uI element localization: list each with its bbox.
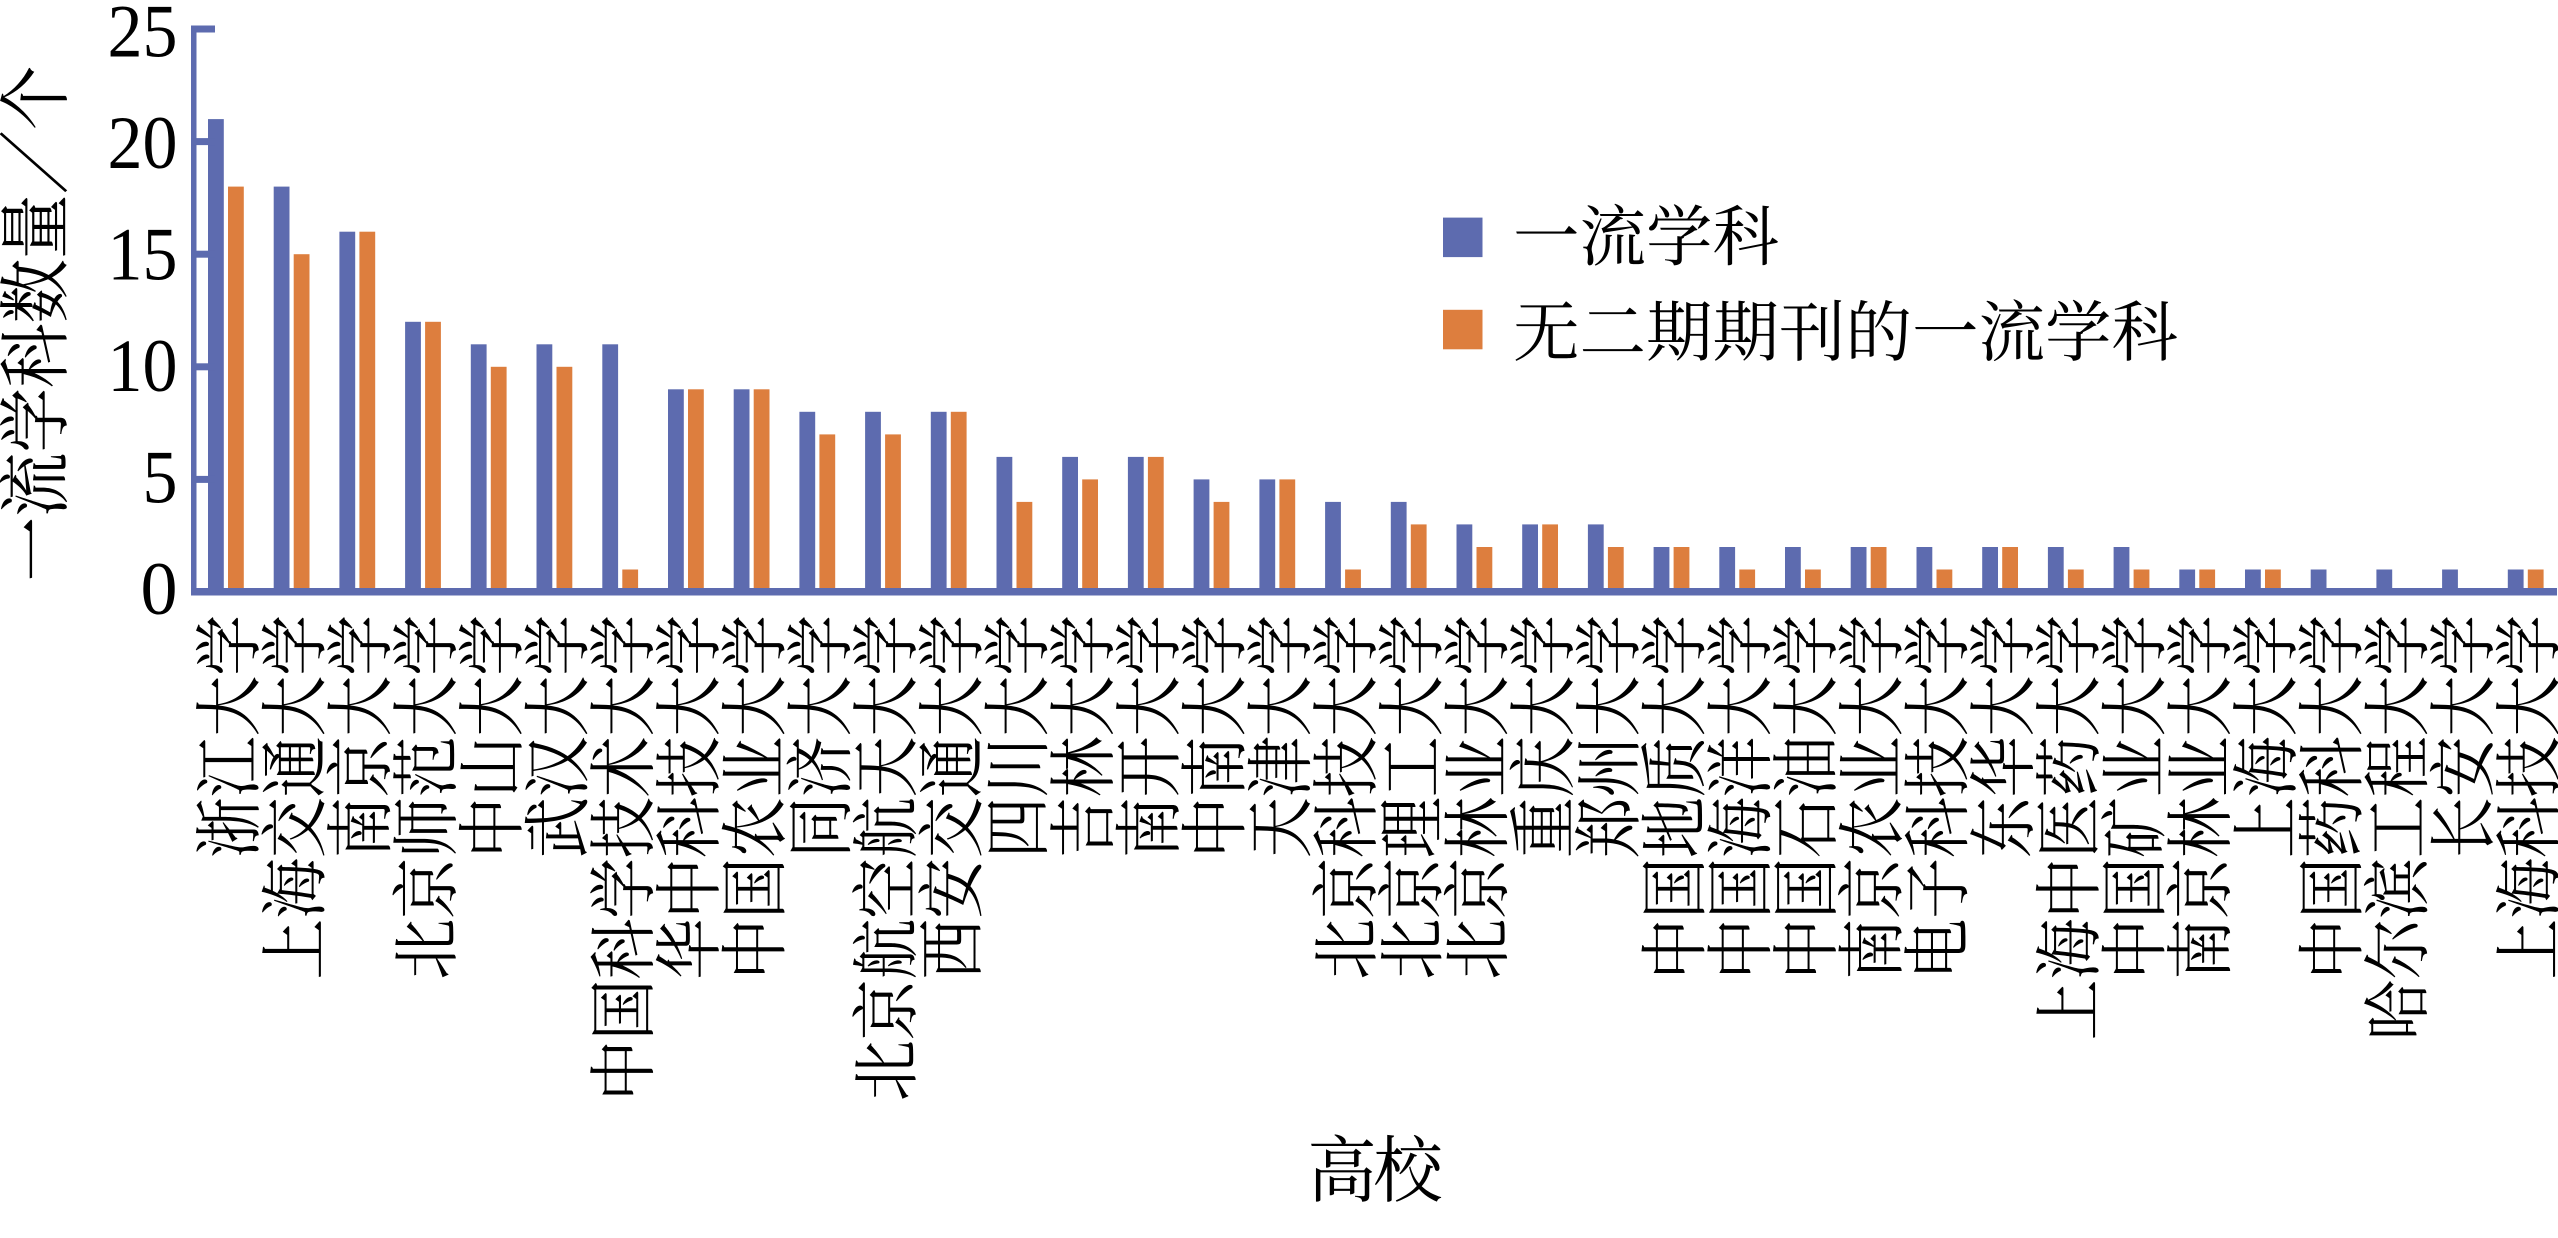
svg-text:15: 15 [108, 214, 178, 297]
svg-text:20: 20 [108, 102, 178, 185]
svg-text:10: 10 [108, 325, 178, 408]
svg-text:0: 0 [141, 548, 178, 631]
svg-text:5: 5 [143, 437, 178, 520]
svg-text:25: 25 [108, 0, 178, 74]
